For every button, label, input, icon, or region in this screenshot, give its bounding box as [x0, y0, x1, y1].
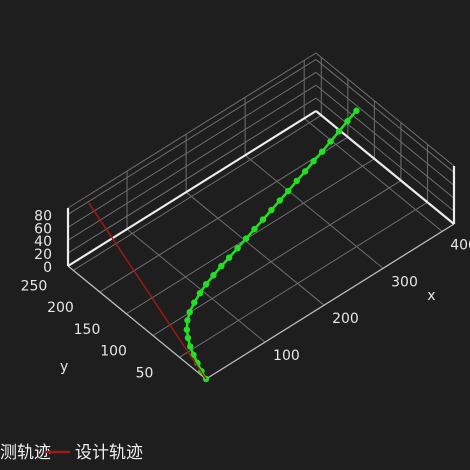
data-point [335, 128, 343, 135]
x-tick-label: 400 [450, 237, 470, 253]
legend-label-measured: 测轨迹 [0, 443, 51, 463]
data-point [190, 351, 197, 359]
y-tick-label: 250 [21, 278, 48, 294]
grid-line [67, 97, 317, 254]
x-tick-label: 100 [273, 348, 300, 364]
grid-line [303, 117, 443, 232]
grid-line [244, 154, 384, 269]
grid-line [152, 180, 402, 336]
grid-line [315, 71, 455, 186]
data-point [259, 216, 267, 223]
z-tick-label: 40 [34, 234, 52, 250]
data-point [310, 158, 317, 165]
data-point [293, 177, 300, 185]
data-point [183, 326, 191, 333]
data-point [242, 235, 250, 242]
y-tick-label: 50 [136, 365, 154, 381]
grid-line [67, 84, 317, 241]
x-axis-title: x [427, 288, 435, 304]
data-point [276, 197, 284, 204]
grid-line [185, 191, 325, 306]
tick-labels: 10020030040050100150200250020406080xy [21, 208, 470, 381]
data-point [251, 225, 258, 233]
grid-line [179, 201, 428, 358]
data-point [268, 206, 275, 214]
grid-line [315, 52, 455, 167]
data-point [210, 272, 217, 279]
z-tick-label: 60 [34, 221, 52, 237]
grid-line [315, 59, 455, 173]
legend: 测轨迹 设计轨迹 [0, 443, 143, 463]
data-point [196, 289, 204, 297]
grid-line [315, 84, 455, 199]
x-tick-label: 200 [332, 311, 359, 327]
data-point [285, 187, 292, 195]
grid-line [67, 59, 317, 215]
data-point [187, 343, 194, 350]
grid-line [126, 158, 375, 315]
floor-right-edge [315, 110, 455, 225]
data-point [318, 148, 326, 155]
data-point [191, 299, 198, 306]
data-point [186, 308, 193, 316]
y-tick-label: 200 [47, 300, 74, 316]
legend-label-design: 设计轨迹 [75, 443, 143, 463]
data-point [202, 280, 210, 288]
floor-back-edge [67, 110, 317, 267]
z-tick-label: 0 [43, 260, 52, 276]
data-point [225, 254, 233, 261]
series [88, 107, 360, 383]
z-tick-label: 20 [34, 247, 52, 263]
grid-line [73, 114, 322, 271]
series-line [88, 202, 207, 380]
data-point [234, 244, 241, 252]
data-point [184, 317, 191, 324]
y-tick-label: 100 [100, 344, 127, 360]
y-tick-label: 150 [74, 322, 101, 338]
grid-line [126, 228, 266, 343]
grid-lines [67, 52, 455, 358]
grid-line [67, 71, 317, 228]
y-axis-line [67, 265, 207, 380]
data-point [327, 138, 334, 145]
data-point [344, 118, 351, 125]
grid-line [315, 97, 455, 212]
y-axis-title: y [60, 359, 68, 375]
z-tick-label: 80 [34, 208, 52, 224]
data-point [184, 334, 192, 342]
data-point [353, 107, 360, 114]
grid-line [67, 52, 317, 209]
x-tick-label: 300 [391, 274, 418, 290]
data-point [301, 168, 309, 175]
grid-line [99, 136, 349, 293]
data-point [218, 262, 225, 270]
series-line [185, 109, 358, 380]
x-axis-line [205, 223, 455, 380]
